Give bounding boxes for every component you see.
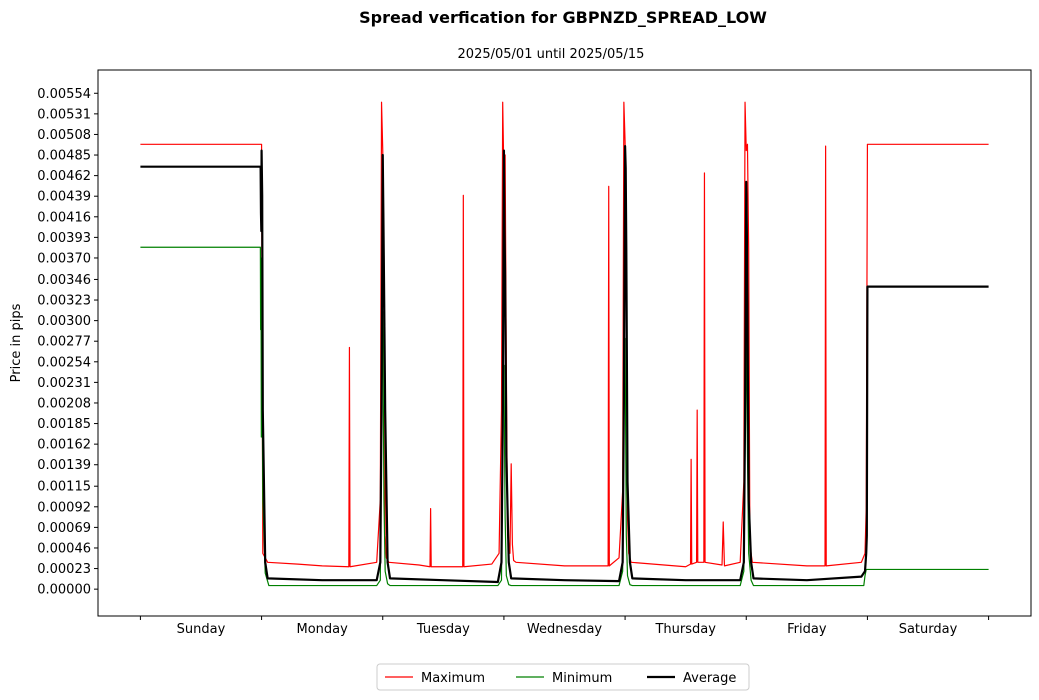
y-tick-label: 0.00531 [37, 107, 91, 122]
y-tick-label: 0.00000 [37, 583, 91, 598]
y-tick-label: 0.00485 [37, 149, 91, 164]
series-line-maximum [140, 101, 989, 568]
plot-frame [97, 69, 1032, 617]
y-tick-label: 0.00370 [37, 251, 91, 266]
x-tick-label: Saturday [899, 622, 958, 637]
plot-area: 0.00000 0.00023 0.00046 0.00069 0.00092 0.001… [37, 69, 1032, 637]
y-tick-label: 0.00554 [37, 87, 91, 102]
y-tick-label: 0.00300 [37, 314, 91, 329]
x-tick-label: Friday [787, 622, 827, 637]
y-tick-label: 0.00346 [37, 273, 91, 288]
y-tick-label: 0.00254 [37, 355, 91, 370]
y-tick-label: 0.00393 [37, 231, 91, 246]
legend-box [376, 663, 750, 691]
legend-label-maximum: Maximum [421, 671, 485, 686]
legend-label-minimum: Minimum [552, 671, 612, 686]
y-tick-label: 0.00115 [37, 480, 91, 495]
series-line-minimum [140, 246, 989, 587]
y-tick-label: 0.00139 [37, 458, 91, 473]
y-tick-label: 0.00092 [37, 500, 91, 515]
x-tick-label: Monday [296, 622, 348, 637]
chart-title: Spread verfication for GBPNZD_SPREAD_LOW [359, 8, 767, 27]
x-tick-label: Tuesday [416, 622, 470, 637]
legend: Maximum Minimum Average [376, 663, 750, 691]
y-tick-label: 0.00462 [37, 169, 91, 184]
chart-subtitle: 2025/05/01 until 2025/05/15 [458, 47, 645, 62]
y-tick-label: 0.00508 [37, 128, 91, 143]
x-tick-label: Sunday [177, 622, 226, 637]
y-tick-label: 0.00231 [37, 376, 91, 391]
y-tick-label: 0.00162 [37, 438, 91, 453]
y-tick-label: 0.00416 [37, 210, 91, 225]
series-line-average [140, 144, 989, 584]
y-tick-label: 0.00439 [37, 190, 91, 205]
y-tick-label: 0.00323 [37, 294, 91, 309]
x-tick-label: Wednesday [527, 622, 603, 637]
y-tick-label: 0.00277 [37, 335, 91, 350]
legend-label-average: Average [683, 671, 736, 686]
y-tick-label: 0.00046 [37, 541, 91, 556]
y-tick-label: 0.00185 [37, 417, 91, 432]
y-axis-label: Price in pips [9, 303, 24, 382]
y-tick-label: 0.00023 [37, 562, 91, 577]
y-tick-label: 0.00069 [37, 521, 91, 536]
y-tick-label: 0.00208 [37, 396, 91, 411]
x-tick-label: Thursday [654, 622, 716, 637]
